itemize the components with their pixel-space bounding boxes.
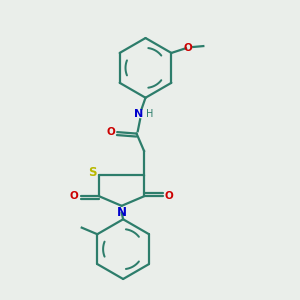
Text: O: O	[183, 43, 192, 52]
Text: O: O	[106, 127, 115, 137]
Text: O: O	[70, 191, 79, 201]
Text: H: H	[146, 109, 153, 119]
Text: O: O	[165, 191, 173, 201]
Text: N: N	[117, 206, 127, 219]
Text: N: N	[134, 109, 143, 119]
Text: S: S	[88, 166, 97, 179]
